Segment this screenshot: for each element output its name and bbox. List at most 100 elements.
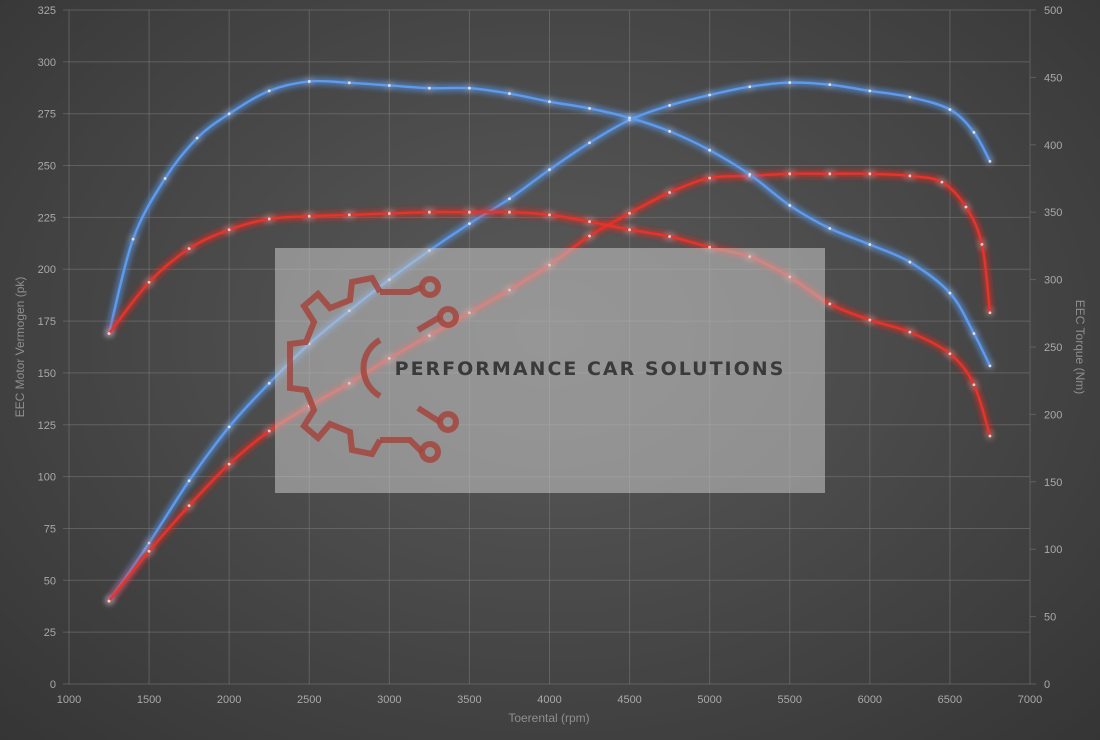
y-left-tick-label: 200: [38, 264, 56, 276]
data-point: [628, 211, 631, 215]
data-point: [908, 95, 912, 99]
data-point: [868, 243, 872, 246]
data-point: [267, 217, 271, 221]
data-point: [708, 93, 712, 97]
data-point: [468, 86, 471, 90]
watermark: PERFORMANCE CAR SOLUTIONS: [275, 248, 825, 493]
data-point: [187, 479, 191, 483]
data-point: [548, 100, 551, 104]
y-left-tick-label: 250: [38, 161, 56, 173]
data-point: [147, 541, 151, 545]
y-left-axis-title: EEC Motor Vermogen (pk): [13, 277, 27, 418]
data-point: [588, 234, 591, 238]
data-point: [748, 173, 752, 176]
axis-ticks: 1000 1500 2000 2500 3000 3500 4000 4500 5000 5500…: [38, 5, 1063, 706]
data-point: [708, 176, 712, 180]
y-right-tick-label: 350: [1044, 207, 1062, 219]
data-point: [628, 228, 631, 232]
data-point: [187, 247, 191, 250]
data-point: [588, 107, 591, 110]
data-point: [548, 213, 551, 217]
data-point: [187, 504, 191, 508]
data-point: [988, 311, 992, 315]
data-point: [227, 112, 231, 116]
x-tick-label: 3000: [377, 694, 401, 706]
data-point: [708, 245, 712, 249]
y-right-tick-label: 450: [1044, 72, 1062, 84]
x-tick-label: 5500: [778, 694, 802, 706]
y-left-tick-label: 100: [38, 472, 56, 484]
data-point: [163, 177, 167, 180]
data-point: [972, 130, 976, 134]
data-point: [868, 89, 872, 93]
x-tick-label: 2000: [217, 694, 241, 706]
y-left-tick-label: 0: [50, 679, 56, 691]
data-point: [468, 222, 471, 226]
data-point: [988, 159, 992, 163]
y-left-tick-label: 50: [44, 575, 56, 587]
data-point: [147, 280, 151, 284]
data-point: [972, 383, 976, 387]
data-point: [267, 89, 271, 93]
y-right-tick-label: 150: [1044, 477, 1062, 489]
data-point: [131, 237, 135, 241]
data-point: [828, 172, 832, 176]
y-right-tick-label: 500: [1044, 5, 1062, 17]
data-point: [908, 330, 912, 334]
data-point: [107, 599, 111, 603]
y-left-tick-label: 75: [44, 523, 56, 535]
gear-circuit-icon: [287, 274, 459, 463]
data-point: [948, 352, 952, 356]
data-point: [828, 83, 832, 87]
x-tick-label: 3500: [457, 694, 481, 706]
data-point: [948, 291, 952, 295]
series-line: [107, 210, 992, 438]
series-3: [107, 210, 992, 438]
data-point: [427, 210, 431, 214]
y-left-tick-label: 225: [38, 212, 56, 224]
data-point: [307, 80, 311, 83]
y-right-tick-label: 300: [1044, 275, 1062, 287]
data-point: [347, 81, 351, 85]
data-point: [227, 228, 231, 232]
data-point: [868, 318, 872, 322]
x-tick-label: 2500: [297, 694, 321, 706]
data-point: [227, 462, 231, 466]
data-point: [988, 434, 992, 438]
x-tick-label: 7000: [1018, 694, 1042, 706]
x-tick-label: 1000: [57, 694, 81, 706]
data-point: [387, 212, 391, 215]
data-point: [948, 108, 952, 111]
x-tick-label: 5000: [697, 694, 721, 706]
data-point: [828, 302, 832, 306]
y-right-axis-title: EEC Torque (Nm): [1073, 300, 1087, 394]
data-point: [868, 172, 872, 176]
data-point: [972, 332, 976, 335]
data-point: [195, 136, 199, 140]
data-point: [347, 213, 351, 217]
x-tick-label: 4000: [537, 694, 561, 706]
x-tick-label: 6000: [858, 694, 882, 706]
data-point: [588, 220, 591, 224]
x-tick-label: 6500: [938, 694, 962, 706]
y-right-tick-label: 400: [1044, 140, 1062, 152]
data-point: [628, 116, 631, 120]
y-right-tick-label: 250: [1044, 342, 1062, 354]
data-point: [748, 85, 752, 89]
y-left-tick-label: 325: [38, 5, 56, 17]
x-tick-label: 1500: [137, 694, 161, 706]
y-left-tick-label: 175: [38, 316, 56, 328]
data-point: [668, 129, 672, 133]
data-point: [508, 210, 511, 214]
data-point: [908, 174, 912, 178]
data-point: [548, 168, 551, 172]
data-point: [107, 332, 111, 335]
data-point: [908, 260, 912, 264]
data-point: [980, 242, 984, 246]
y-left-tick-label: 25: [44, 627, 56, 639]
data-point: [508, 92, 511, 95]
series-lines: [107, 79, 992, 603]
data-point: [588, 141, 591, 145]
y-right-tick-label: 200: [1044, 409, 1062, 421]
